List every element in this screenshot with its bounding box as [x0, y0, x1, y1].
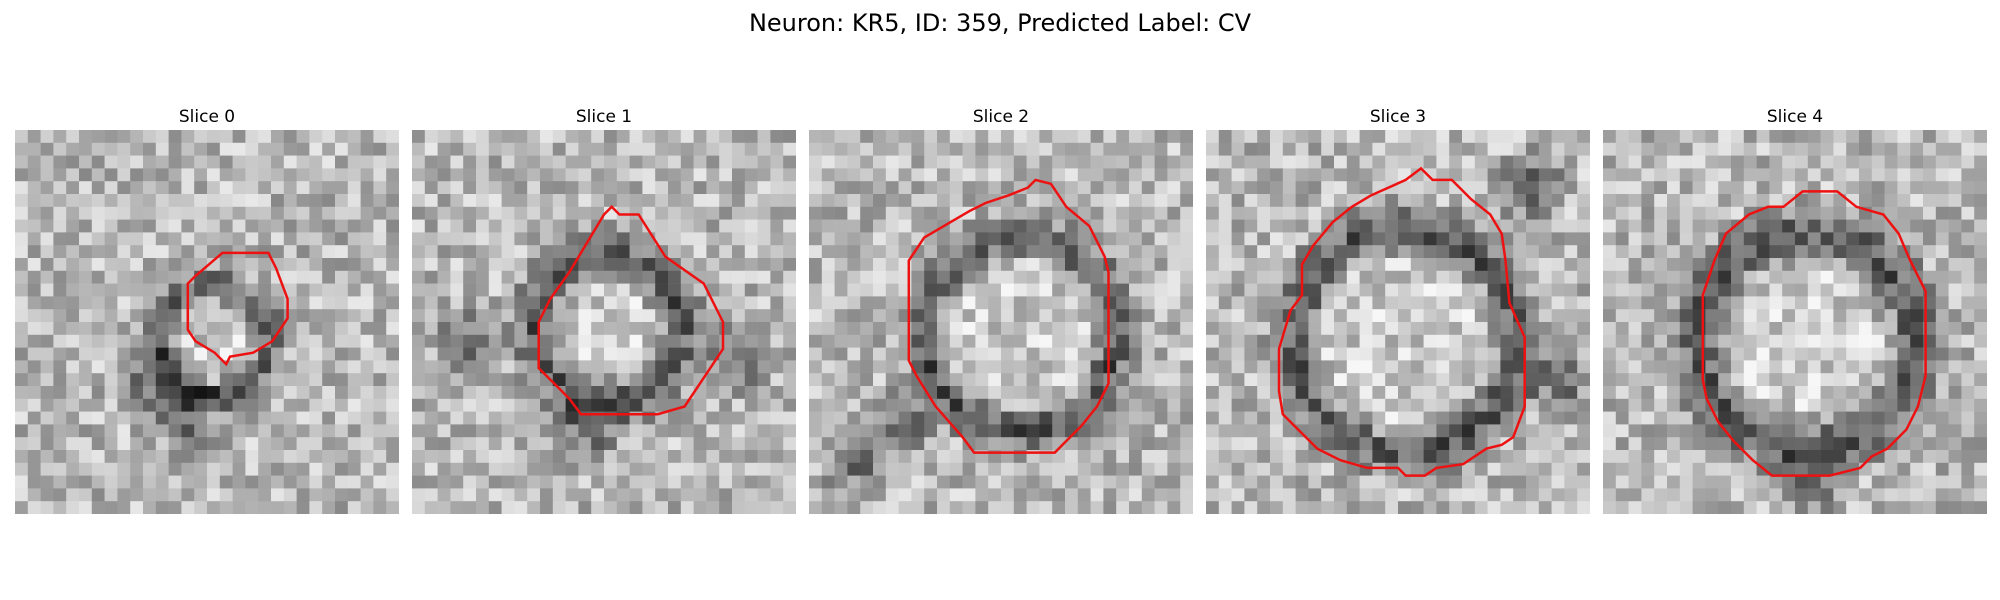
micrograph-pixels: [1603, 130, 1987, 514]
slice-title: Slice 4: [1766, 107, 1824, 127]
micrograph-pixels: [1206, 130, 1590, 514]
slice-panel-2: Slice 2: [809, 105, 1193, 514]
slice-panel-1: Slice 1: [412, 105, 796, 514]
micrograph-pixels: [15, 130, 399, 514]
micrograph-pixels: [412, 130, 796, 514]
figure-title: Neuron: KR5, ID: 359, Predicted Label: C…: [748, 9, 1252, 37]
segmentation-contour: [537, 205, 725, 416]
slice-title: Slice 1: [575, 107, 633, 127]
segmentation-contour: [1277, 166, 1526, 477]
slice-image: [1603, 130, 1987, 514]
slice-title: Slice 2: [972, 107, 1030, 127]
slice-title: Slice 0: [178, 107, 236, 127]
slice-image: [15, 130, 399, 514]
segmentation-contour: [186, 251, 289, 367]
micrograph-pixels: [809, 130, 1193, 514]
segmentation-contour: [1701, 190, 1927, 477]
slice-image: [809, 130, 1193, 514]
slice-image: [412, 130, 796, 514]
slice-title: Slice 3: [1369, 107, 1427, 127]
slice-panel-3: Slice 3: [1206, 105, 1590, 514]
slice-panel-0: Slice 0: [15, 105, 399, 514]
slice-image: [1206, 130, 1590, 514]
segmentation-contour: [907, 178, 1110, 454]
slice-panel-4: Slice 4: [1603, 105, 1987, 514]
